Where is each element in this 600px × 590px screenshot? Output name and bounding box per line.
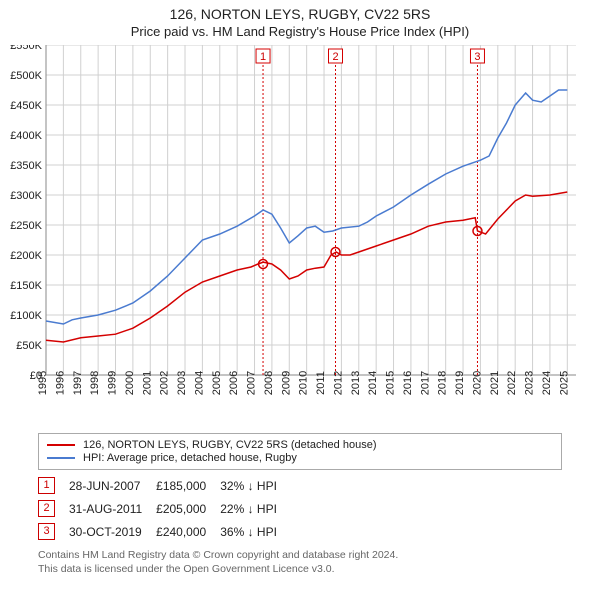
- transaction-badge: 3: [38, 523, 55, 540]
- svg-text:2016: 2016: [402, 371, 414, 395]
- svg-text:1997: 1997: [72, 371, 84, 395]
- svg-text:2011: 2011: [315, 371, 327, 395]
- svg-text:3: 3: [474, 51, 480, 63]
- svg-text:2008: 2008: [263, 371, 275, 395]
- svg-text:2005: 2005: [211, 371, 223, 395]
- svg-text:£550K: £550K: [10, 45, 42, 52]
- transaction-delta: 22% ↓ HPI: [220, 497, 291, 520]
- legend-swatch: [47, 457, 75, 459]
- chart-title-line2: Price paid vs. HM Land Registry's House …: [0, 24, 600, 39]
- svg-text:£50K: £50K: [16, 340, 42, 352]
- svg-text:2014: 2014: [367, 371, 379, 395]
- svg-text:2009: 2009: [280, 371, 292, 395]
- transaction-date: 31-AUG-2011: [69, 497, 156, 520]
- svg-text:2015: 2015: [385, 371, 397, 395]
- svg-text:2023: 2023: [524, 371, 536, 395]
- legend-item: HPI: Average price, detached house, Rugb…: [47, 452, 553, 464]
- svg-text:2: 2: [332, 51, 338, 63]
- svg-text:2013: 2013: [350, 371, 362, 395]
- transaction-badge: 2: [38, 500, 55, 517]
- svg-text:£150K: £150K: [10, 280, 42, 292]
- transaction-price: £240,000: [156, 520, 220, 543]
- svg-text:1: 1: [260, 51, 266, 63]
- svg-text:2006: 2006: [228, 371, 240, 395]
- svg-text:2017: 2017: [419, 371, 431, 395]
- svg-text:£200K: £200K: [10, 250, 42, 262]
- transaction-price: £205,000: [156, 497, 220, 520]
- svg-text:£350K: £350K: [10, 160, 42, 172]
- transaction-date: 28-JUN-2007: [69, 474, 156, 497]
- svg-text:1998: 1998: [89, 371, 101, 395]
- svg-text:2012: 2012: [332, 371, 344, 395]
- chart-title-line1: 126, NORTON LEYS, RUGBY, CV22 5RS: [0, 6, 600, 22]
- svg-text:2001: 2001: [141, 371, 153, 395]
- svg-text:£250K: £250K: [10, 220, 42, 232]
- svg-text:2004: 2004: [193, 371, 205, 395]
- table-row: 3 30-OCT-2019 £240,000 36% ↓ HPI: [38, 520, 291, 543]
- legend: 126, NORTON LEYS, RUGBY, CV22 5RS (detac…: [38, 433, 562, 470]
- svg-text:1996: 1996: [54, 371, 66, 395]
- chart-container: £0£50K£100K£150K£200K£250K£300K£350K£400…: [0, 45, 600, 425]
- svg-text:2022: 2022: [506, 371, 518, 395]
- svg-text:2002: 2002: [159, 371, 171, 395]
- svg-text:£300K: £300K: [10, 190, 42, 202]
- transaction-delta: 36% ↓ HPI: [220, 520, 291, 543]
- footer-line: This data is licensed under the Open Gov…: [38, 563, 562, 577]
- svg-text:2010: 2010: [298, 371, 310, 395]
- svg-text:1995: 1995: [37, 371, 49, 395]
- svg-text:2021: 2021: [489, 371, 501, 395]
- transaction-date: 30-OCT-2019: [69, 520, 156, 543]
- svg-text:£400K: £400K: [10, 130, 42, 142]
- legend-item: 126, NORTON LEYS, RUGBY, CV22 5RS (detac…: [47, 439, 553, 451]
- table-row: 2 31-AUG-2011 £205,000 22% ↓ HPI: [38, 497, 291, 520]
- line-chart: £0£50K£100K£150K£200K£250K£300K£350K£400…: [0, 45, 590, 425]
- svg-text:1999: 1999: [107, 371, 119, 395]
- table-row: 1 28-JUN-2007 £185,000 32% ↓ HPI: [38, 474, 291, 497]
- svg-text:2003: 2003: [176, 371, 188, 395]
- legend-swatch: [47, 444, 75, 446]
- svg-text:2000: 2000: [124, 371, 136, 395]
- svg-text:2025: 2025: [558, 371, 570, 395]
- transactions-table: 1 28-JUN-2007 £185,000 32% ↓ HPI 2 31-AU…: [38, 474, 562, 543]
- svg-text:£100K: £100K: [10, 310, 42, 322]
- transaction-badge: 1: [38, 477, 55, 494]
- legend-label: 126, NORTON LEYS, RUGBY, CV22 5RS (detac…: [83, 439, 376, 451]
- svg-text:£450K: £450K: [10, 100, 42, 112]
- footer-line: Contains HM Land Registry data © Crown c…: [38, 549, 562, 563]
- transaction-price: £185,000: [156, 474, 220, 497]
- footer: Contains HM Land Registry data © Crown c…: [38, 549, 562, 576]
- svg-text:2018: 2018: [437, 371, 449, 395]
- svg-text:2007: 2007: [246, 371, 258, 395]
- svg-text:2024: 2024: [541, 371, 553, 395]
- legend-label: HPI: Average price, detached house, Rugb…: [83, 452, 297, 464]
- svg-text:£500K: £500K: [10, 70, 42, 82]
- svg-text:2019: 2019: [454, 371, 466, 395]
- transaction-delta: 32% ↓ HPI: [220, 474, 291, 497]
